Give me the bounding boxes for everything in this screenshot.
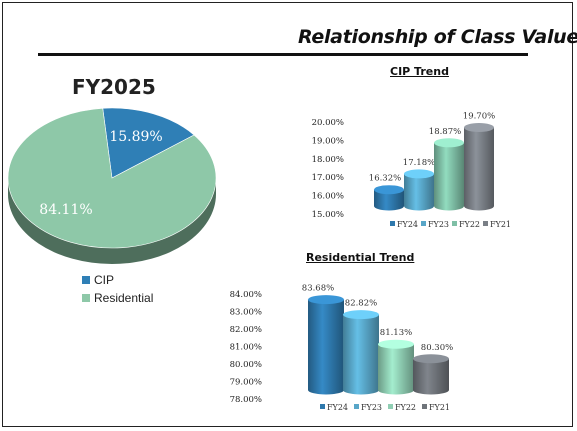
pie-legend-label: CIP bbox=[94, 273, 115, 287]
cip-bar-fy21 bbox=[464, 123, 494, 211]
cip-data-label-fy24: 16.32% bbox=[369, 174, 401, 184]
pie-data-label-residential: 84.11% bbox=[39, 202, 92, 218]
cip-data-label-fy21: 19.70% bbox=[463, 112, 495, 122]
pie-side-band bbox=[8, 178, 216, 264]
cip-bar-fy24 bbox=[374, 185, 404, 211]
pie-legend-item-cip: CIP bbox=[82, 271, 153, 289]
pie-slice-residential bbox=[7, 107, 217, 249]
svg-text:FY22: FY22 bbox=[395, 403, 416, 412]
cip-legend-item-fy23: FY23 bbox=[421, 220, 449, 229]
cip-bar-fy23 bbox=[404, 169, 434, 211]
cip-legend-item-fy21: FY21 bbox=[483, 220, 511, 229]
cip-ytick-label: 19.00% bbox=[312, 136, 344, 146]
res-ytick-label: 78.00% bbox=[230, 395, 262, 405]
cip-ytick-label: 17.00% bbox=[312, 173, 344, 183]
res-ytick-label: 84.00% bbox=[230, 290, 262, 300]
pie-chart: 15.89% 84.11% bbox=[7, 107, 217, 264]
cip-bar-fy22 bbox=[434, 138, 464, 211]
svg-text:FY21: FY21 bbox=[429, 403, 450, 412]
pie-chart-title: FY2025 bbox=[72, 75, 156, 99]
cip-ytick-label: 20.00% bbox=[312, 118, 344, 128]
pie-legend-label: Residential bbox=[94, 291, 154, 305]
res-legend-item-fy24: FY24 bbox=[320, 403, 348, 412]
res-data-label-fy22: 81.13% bbox=[380, 328, 412, 338]
svg-text:FY22: FY22 bbox=[459, 220, 480, 229]
cip-data-label-fy23: 17.18% bbox=[403, 158, 435, 168]
res-ytick-label: 83.00% bbox=[230, 308, 262, 318]
svg-text:FY24: FY24 bbox=[397, 220, 418, 229]
page-title: Relationship of Class Values bbox=[298, 26, 577, 48]
res-data-label-fy24: 83.68% bbox=[302, 284, 334, 294]
cip-ytick-label: 15.00% bbox=[312, 210, 344, 220]
res-legend-item-fy22: FY22 bbox=[388, 403, 416, 412]
svg-text:FY21: FY21 bbox=[490, 220, 511, 229]
pie-data-label-cip: 15.89% bbox=[109, 129, 162, 145]
pie-legend-swatch bbox=[82, 276, 90, 284]
svg-text:FY24: FY24 bbox=[327, 403, 348, 412]
res-legend-item-fy23: FY23 bbox=[354, 403, 382, 412]
title-divider bbox=[38, 53, 528, 56]
res-data-label-fy23: 82.82% bbox=[345, 299, 377, 309]
res-bar-fy24 bbox=[308, 295, 344, 395]
pie-legend-swatch bbox=[82, 294, 90, 302]
pie-legend-item-residential: Residential bbox=[82, 289, 153, 307]
cip-data-label-fy22: 18.87% bbox=[429, 127, 461, 137]
cip-legend-item-fy22: FY22 bbox=[452, 220, 480, 229]
res-bar-fy22 bbox=[378, 339, 414, 395]
cip-trend-chart: 15.00% 16.00% 17.00% 18.00% 19.00% 20.00% 16.3… bbox=[312, 112, 511, 229]
res-legend-item-fy21: FY21 bbox=[422, 403, 450, 412]
cip-trend-title: CIP Trend bbox=[390, 65, 449, 78]
res-ytick-label: 82.00% bbox=[230, 325, 262, 335]
cip-ytick-label: 18.00% bbox=[312, 155, 344, 165]
res-ytick-label: 79.00% bbox=[230, 378, 262, 388]
cip-legend-item-fy24: FY24 bbox=[390, 220, 418, 229]
svg-text:FY23: FY23 bbox=[428, 220, 449, 229]
res-ytick-label: 80.00% bbox=[230, 360, 262, 370]
residential-trend-chart: 78.00% 79.00% 80.00% 81.00% 82.00% 83.00% 84.0… bbox=[230, 284, 454, 412]
res-bar-fy23 bbox=[343, 310, 379, 395]
res-data-label-fy21: 80.30% bbox=[421, 343, 453, 353]
svg-text:FY23: FY23 bbox=[361, 403, 382, 412]
res-bar-fy21 bbox=[413, 354, 449, 395]
pie-slice-cip bbox=[102, 107, 195, 179]
cip-ytick-label: 16.00% bbox=[312, 192, 344, 202]
residential-trend-title: Residential Trend bbox=[306, 251, 415, 264]
pie-legend: CIP Residential bbox=[82, 271, 153, 307]
res-ytick-label: 81.00% bbox=[230, 343, 262, 353]
